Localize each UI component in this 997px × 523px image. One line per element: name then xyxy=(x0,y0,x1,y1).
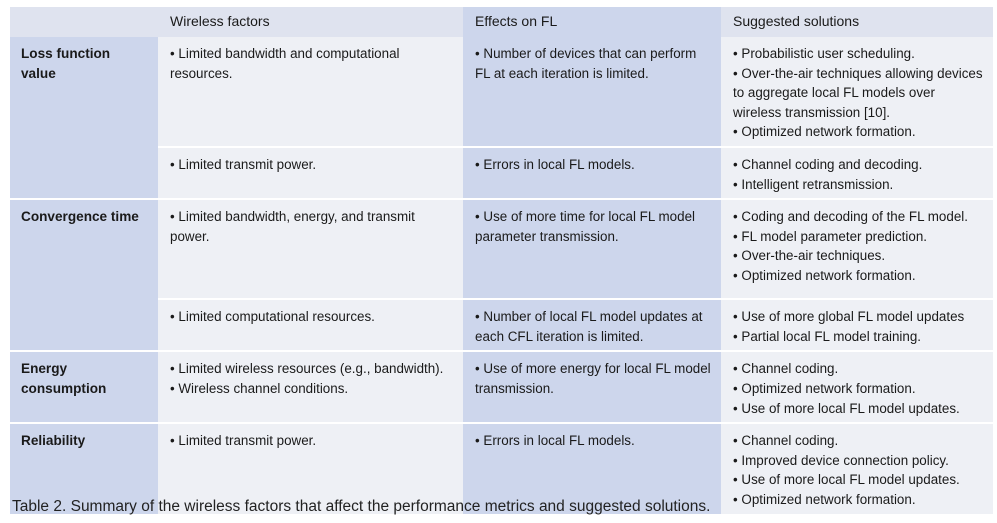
solution-cell: • Probabilistic user scheduling. • Over-t… xyxy=(721,37,993,147)
solution-cell: • Channel coding. • Optimized network for… xyxy=(721,350,993,424)
table-row: Energy consumption • Limited wireless res… xyxy=(10,350,993,424)
bullet-item: • Errors in local FL models. xyxy=(475,433,635,449)
bullet-item: • Optimized network formation. xyxy=(733,124,916,140)
wireless-factor-cell: • Limited bandwidth, energy, and transmi… xyxy=(158,198,463,300)
effect-cell: • Errors in local FL models. xyxy=(463,422,721,514)
metric-cell: Energy consumption xyxy=(10,350,158,424)
summary-table: Wireless factors Effects on FL Suggested… xyxy=(10,7,993,514)
bullet-item: • Wireless channel conditions. xyxy=(170,380,349,396)
bullet-item: • Use of more time for local FL model pa… xyxy=(475,209,696,244)
table-header-row: Wireless factors Effects on FL Suggested… xyxy=(10,7,993,37)
header-wireless-factors: Wireless factors xyxy=(158,7,463,37)
solution-cell: • Coding and decoding of the FL model. • … xyxy=(721,198,993,300)
solution-cell: • Channel coding. • Improved device conne… xyxy=(721,422,993,514)
effect-cell: • Errors in local FL models. xyxy=(463,145,721,200)
bullet-item: • Probabilistic user scheduling. xyxy=(733,46,915,61)
bullet-item: • Over-the-air techniques allowing devic… xyxy=(733,65,983,120)
bullet-item: • Limited wireless resources (e.g., band… xyxy=(170,361,444,377)
bullet-item: • Optimized network formation. xyxy=(733,380,916,396)
bullet-item: • Improved device connection policy. xyxy=(733,452,949,468)
table-row: • Limited computational resources. • Numb… xyxy=(10,298,993,352)
bullet-item: • Number of local FL model updates at ea… xyxy=(475,309,703,344)
bullet-item: • Channel coding and decoding. xyxy=(733,156,923,172)
header-effects-on-fl: Effects on FL xyxy=(463,7,721,37)
bullet-item: • Intelligent retransmission. xyxy=(733,176,894,192)
bullet-item: • Channel coding. xyxy=(733,361,839,377)
effect-cell: • Number of devices that can perform FL … xyxy=(463,37,721,147)
table-body: Loss function value • Limited bandwidth a… xyxy=(10,37,993,514)
wireless-factor-cell: • Limited wireless resources (e.g., band… xyxy=(158,350,463,424)
bullet-item: • Coding and decoding of the FL model. xyxy=(733,209,968,225)
effect-cell: • Use of more time for local FL model pa… xyxy=(463,198,721,300)
caption-text: Summary of the wireless factors that aff… xyxy=(66,498,711,515)
bullet-item: • Limited bandwidth and computational re… xyxy=(170,46,400,81)
bullet-item: • Number of devices that can perform FL … xyxy=(475,46,697,81)
bullet-item: • Limited bandwidth, energy, and transmi… xyxy=(170,209,415,244)
bullet-item: • Limited transmit power. xyxy=(170,433,317,449)
caption-label: Table 2. xyxy=(12,498,67,515)
bullet-item: • Limited computational resources. xyxy=(170,309,375,325)
bullet-item: • Optimized network formation. xyxy=(733,267,916,283)
table-row: Reliability • Limited transmit power. • Er… xyxy=(10,422,993,514)
table-row: Convergence time • Limited bandwidth, ene… xyxy=(10,198,993,352)
wireless-factor-cell: • Limited transmit power. xyxy=(158,422,463,514)
wireless-factor-cell: • Limited bandwidth and computational re… xyxy=(158,37,463,147)
table-row: Loss function value • Limited bandwidth a… xyxy=(10,37,993,200)
effect-cell: • Use of more energy for local FL model … xyxy=(463,350,721,424)
bullet-item: • Channel coding. xyxy=(733,433,839,449)
wireless-factor-cell: • Limited computational resources. xyxy=(158,298,463,352)
bullet-item: • Limited transmit power. xyxy=(170,156,317,172)
metric-cell: Convergence time xyxy=(10,198,158,352)
bullet-item: • Errors in local FL models. xyxy=(475,156,635,172)
table-caption: Table 2. Summary of the wireless factors… xyxy=(12,498,710,516)
header-metric xyxy=(10,7,158,37)
bullet-item: • Use of more energy for local FL model … xyxy=(475,361,711,396)
bullet-item: • Over-the-air techniques. xyxy=(733,248,886,264)
solution-cell: • Channel coding and decoding. • Intellig… xyxy=(721,145,993,200)
table-row: • Limited transmit power. • Errors in loc… xyxy=(10,145,993,200)
metric-cell: Reliability xyxy=(10,422,158,514)
wireless-factor-cell: • Limited transmit power. xyxy=(158,145,463,200)
bullet-item: • Partial local FL model training. xyxy=(733,328,922,344)
bullet-item: • Use of more local FL model updates. xyxy=(733,472,960,488)
summary-table-container: Wireless factors Effects on FL Suggested… xyxy=(10,7,993,514)
effect-cell: • Number of local FL model updates at ea… xyxy=(463,298,721,352)
bullet-item: • Optimized network formation. xyxy=(733,491,916,507)
solution-cell: • Use of more global FL model updates • P… xyxy=(721,298,993,352)
bullet-item: • Use of more local FL model updates. xyxy=(733,400,960,416)
header-suggested-solutions: Suggested solutions xyxy=(721,7,993,37)
bullet-item: • Use of more global FL model updates xyxy=(733,309,965,325)
bullet-item: • FL model parameter prediction. xyxy=(733,228,927,244)
metric-cell: Loss function value xyxy=(10,37,158,200)
